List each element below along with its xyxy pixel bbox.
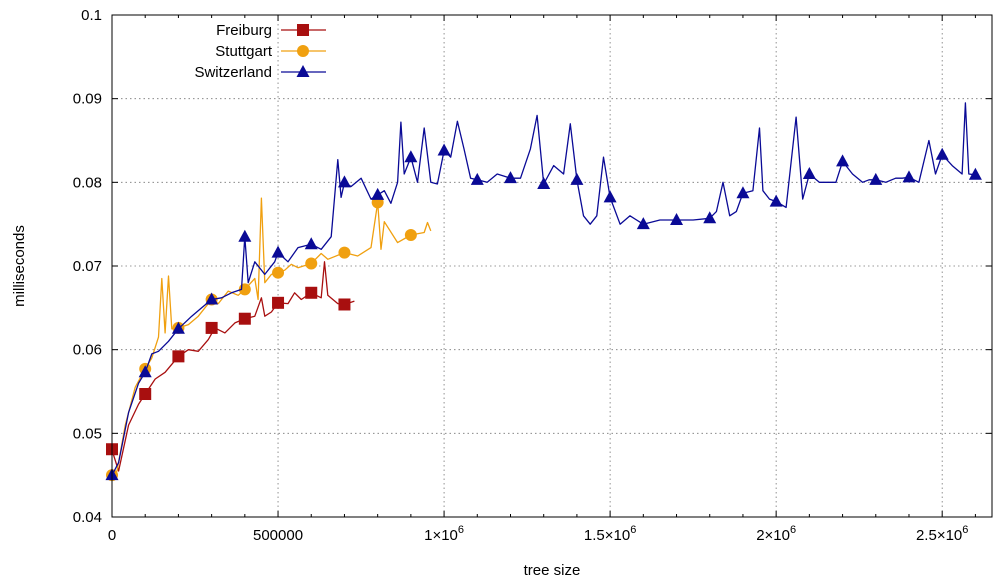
x-tick-base: 1×10	[424, 527, 458, 544]
x-tick-label: 1×106	[424, 524, 464, 544]
y-tick-label: 0.1	[81, 7, 102, 24]
data-point-freiburg	[172, 350, 185, 363]
data-point-switzerland	[238, 229, 252, 242]
data-point-switzerland	[802, 166, 816, 179]
y-axis-label: milliseconds	[11, 225, 28, 307]
data-point-freiburg	[238, 312, 251, 325]
series-layer	[105, 102, 982, 482]
data-point-switzerland	[836, 154, 850, 167]
x-tick-label: 0	[108, 527, 116, 544]
axes: 0.040.050.060.070.080.090.10 500000 1×106 1…	[73, 7, 992, 544]
y-tick-label: 0.06	[73, 342, 102, 359]
data-point-switzerland	[171, 321, 185, 334]
data-point-switzerland	[769, 194, 783, 207]
x-tick-label: 2×106	[756, 524, 796, 544]
y-tick-label: 0.09	[73, 91, 102, 108]
data-point-freiburg	[139, 388, 152, 401]
data-point-switzerland	[902, 170, 916, 183]
x-tick-label: 1.5×106	[584, 524, 636, 544]
series-freiburg	[106, 261, 355, 472]
data-point-stuttgart	[305, 257, 318, 270]
data-point-freiburg	[338, 298, 351, 311]
x-tick-base: 0	[108, 527, 116, 544]
x-tick-base: 1.5×10	[584, 527, 630, 544]
data-point-switzerland	[437, 143, 451, 156]
legend-label: Freiburg	[216, 22, 272, 39]
data-point-switzerland	[636, 217, 650, 230]
y-tick-label: 0.05	[73, 425, 102, 442]
y-tick-label: 0.08	[73, 174, 102, 191]
data-point-switzerland	[205, 292, 219, 305]
data-point-switzerland	[537, 177, 551, 190]
data-point-freiburg	[305, 286, 318, 299]
data-point-switzerland	[935, 147, 949, 160]
x-tick-base: 2.5×10	[916, 527, 962, 544]
data-point-switzerland	[404, 150, 418, 163]
data-point-freiburg	[272, 296, 285, 309]
x-axis-label: tree size	[524, 562, 581, 579]
data-point-switzerland	[138, 365, 152, 378]
data-point-switzerland	[304, 237, 318, 250]
series-line-switzerland	[111, 102, 976, 476]
x-tick-label: 2.5×106	[916, 524, 968, 544]
data-point-switzerland	[968, 167, 982, 180]
x-tick-exponent: 6	[630, 524, 636, 536]
data-point-switzerland	[371, 187, 385, 200]
legend-item-stuttgart: Stuttgart	[215, 43, 326, 60]
legend: Freiburg Stuttgart Switzerland	[194, 22, 326, 81]
data-point-switzerland	[470, 172, 484, 185]
x-tick-base: 2×10	[756, 527, 790, 544]
x-tick-exponent: 6	[962, 524, 968, 536]
data-point-switzerland	[670, 212, 684, 225]
data-point-switzerland	[271, 245, 285, 258]
legend-label: Stuttgart	[215, 43, 273, 60]
x-tick-exponent: 6	[458, 524, 464, 536]
legend-item-switzerland: Switzerland	[194, 64, 326, 81]
data-point-switzerland	[869, 172, 883, 185]
data-point-switzerland	[337, 175, 351, 188]
series-line-stuttgart	[111, 197, 432, 476]
data-point-freiburg	[205, 321, 218, 334]
legend-marker	[297, 45, 309, 57]
data-point-switzerland	[703, 211, 717, 224]
data-point-stuttgart	[404, 229, 417, 242]
data-point-stuttgart	[338, 246, 351, 259]
x-tick-base: 500000	[253, 527, 303, 544]
y-tick-label: 0.04	[73, 509, 102, 526]
x-tick-exponent: 6	[790, 524, 796, 536]
x-tick-label: 500000	[253, 527, 303, 544]
series-switzerland	[105, 102, 982, 481]
data-point-stuttgart	[272, 266, 285, 279]
legend-marker	[296, 65, 310, 77]
y-tick-label: 0.07	[73, 258, 102, 275]
legend-label: Switzerland	[194, 64, 272, 81]
data-point-switzerland	[570, 172, 584, 185]
legend-item-freiburg: Freiburg	[216, 22, 326, 39]
series-stuttgart	[106, 196, 432, 482]
data-point-switzerland	[603, 190, 617, 203]
data-point-switzerland	[736, 186, 750, 199]
legend-marker	[297, 24, 309, 36]
data-point-switzerland	[503, 171, 517, 184]
grid-lines	[112, 15, 992, 517]
